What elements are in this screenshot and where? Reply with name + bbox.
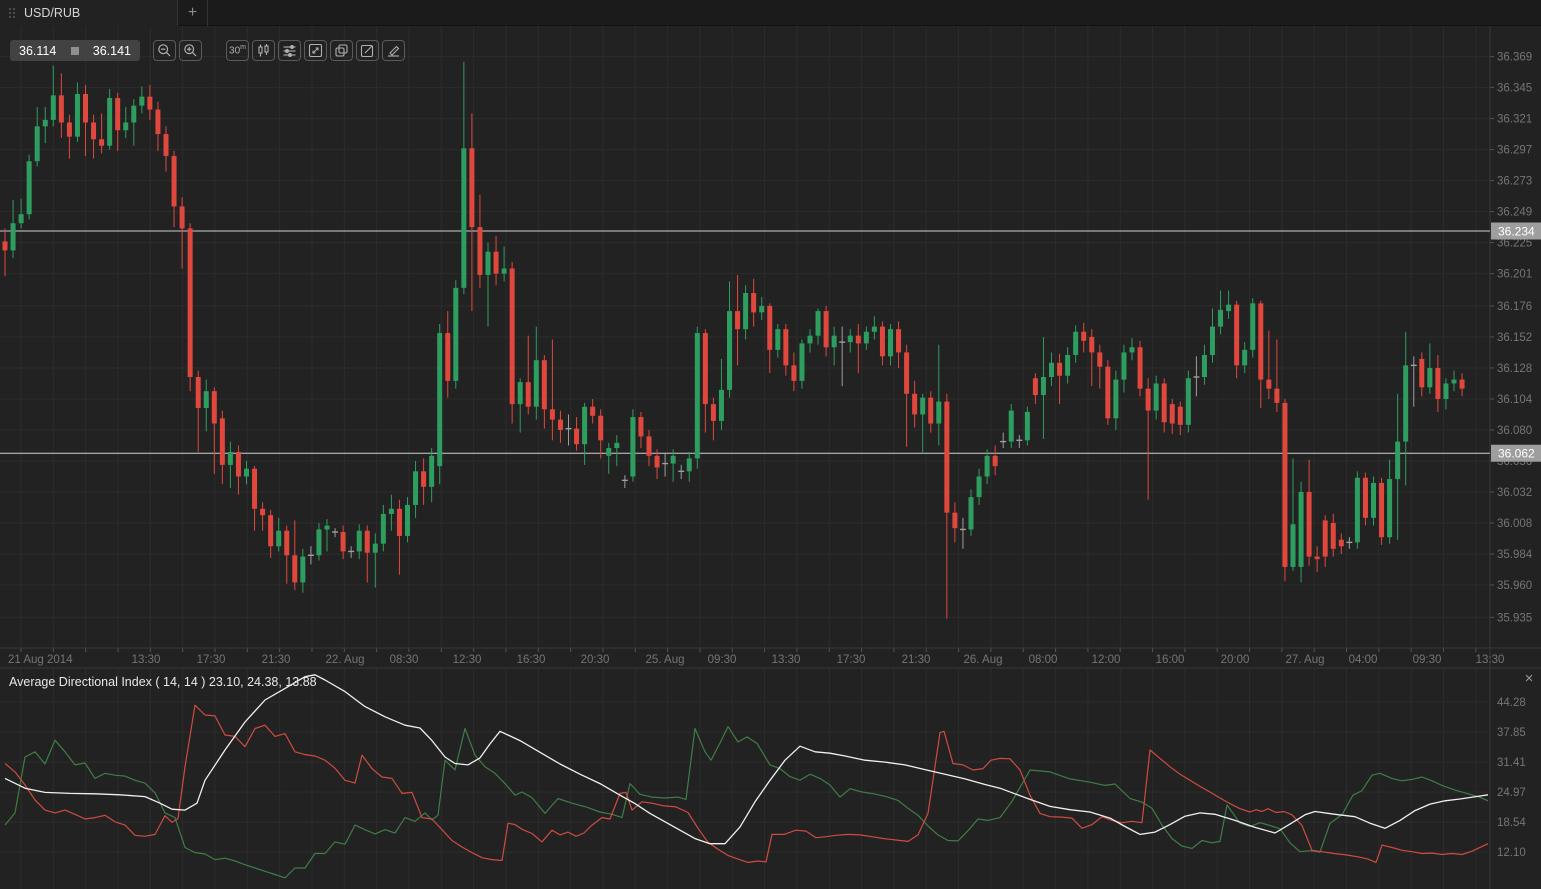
tab-usdrub[interactable]: USD/RUB <box>0 0 178 26</box>
svg-text:36.249: 36.249 <box>1497 207 1532 219</box>
sliders-icon <box>282 43 297 58</box>
indicator-close-button[interactable]: × <box>1524 669 1534 687</box>
indicator-settings-button[interactable] <box>278 40 301 61</box>
svg-text:36.234: 36.234 <box>1498 225 1535 239</box>
quote-box[interactable]: 36.114 36.141 <box>10 40 140 61</box>
svg-text:22. Aug: 22. Aug <box>325 654 364 666</box>
svg-text:31.41: 31.41 <box>1497 757 1526 769</box>
svg-text:36.062: 36.062 <box>1498 447 1535 461</box>
svg-text:04:00: 04:00 <box>1349 654 1378 666</box>
svg-text:21:30: 21:30 <box>902 654 931 666</box>
svg-text:13:30: 13:30 <box>772 654 801 666</box>
svg-text:36.152: 36.152 <box>1497 332 1532 344</box>
svg-text:36.104: 36.104 <box>1497 394 1533 406</box>
svg-text:27. Aug: 27. Aug <box>1285 654 1324 666</box>
zoom-in-icon <box>183 43 198 58</box>
copy-icon <box>334 43 349 58</box>
svg-text:12:30: 12:30 <box>453 654 482 666</box>
svg-text:21 Aug 2014: 21 Aug 2014 <box>8 654 73 666</box>
zoom-out-button[interactable] <box>153 40 176 61</box>
svg-text:35.984: 35.984 <box>1497 549 1533 561</box>
chart-type-button[interactable] <box>252 40 275 61</box>
spread-indicator <box>70 46 79 55</box>
indicator-title: Average Directional Index ( 14, 14 ) 23.… <box>9 675 317 689</box>
edit-button[interactable] <box>356 40 379 61</box>
svg-text:08:00: 08:00 <box>1029 654 1058 666</box>
svg-text:09:30: 09:30 <box>708 654 737 666</box>
svg-text:21:30: 21:30 <box>262 654 291 666</box>
svg-text:20:30: 20:30 <box>581 654 610 666</box>
tab-drag-handle-icon[interactable] <box>8 7 16 19</box>
svg-text:36.201: 36.201 <box>1497 269 1532 281</box>
zoom-in-button[interactable] <box>179 40 202 61</box>
svg-text:36.225: 36.225 <box>1497 238 1532 250</box>
svg-text:35.935: 35.935 <box>1497 612 1532 624</box>
svg-text:36.128: 36.128 <box>1497 363 1532 375</box>
svg-text:36.176: 36.176 <box>1497 301 1532 313</box>
svg-text:36.297: 36.297 <box>1497 145 1532 157</box>
svg-text:12.10: 12.10 <box>1497 847 1526 859</box>
tab-bar: USD/RUB + <box>0 0 1541 26</box>
svg-text:36.080: 36.080 <box>1497 425 1532 437</box>
svg-text:13:30: 13:30 <box>1476 654 1505 666</box>
svg-text:17:30: 17:30 <box>837 654 866 666</box>
svg-text:44.28: 44.28 <box>1497 697 1526 709</box>
svg-text:20:00: 20:00 <box>1221 654 1250 666</box>
zoom-out-icon <box>157 43 172 58</box>
svg-text:36.369: 36.369 <box>1497 52 1532 64</box>
svg-text:26. Aug: 26. Aug <box>963 654 1002 666</box>
svg-text:12:00: 12:00 <box>1092 654 1121 666</box>
edit-icon <box>360 43 375 58</box>
svg-text:35.960: 35.960 <box>1497 580 1532 592</box>
svg-text:08:30: 08:30 <box>390 654 419 666</box>
timeframe-label: 30m <box>229 44 246 57</box>
new-tab-button[interactable]: + <box>178 0 208 26</box>
duplicate-chart-button[interactable] <box>330 40 353 61</box>
svg-text:37.85: 37.85 <box>1497 727 1526 739</box>
svg-text:36.321: 36.321 <box>1497 114 1532 126</box>
svg-text:36.032: 36.032 <box>1497 487 1532 499</box>
bid-price: 36.114 <box>19 43 57 58</box>
svg-text:16:00: 16:00 <box>1156 654 1185 666</box>
fullscreen-button[interactable] <box>304 40 327 61</box>
svg-text:09:30: 09:30 <box>1413 654 1442 666</box>
candlestick-icon <box>256 43 271 58</box>
tab-title: USD/RUB <box>24 6 81 20</box>
svg-text:18.54: 18.54 <box>1497 817 1526 829</box>
svg-text:36.345: 36.345 <box>1497 83 1532 95</box>
svg-text:16:30: 16:30 <box>517 654 546 666</box>
chart-toolbar: 30m <box>153 40 405 61</box>
svg-text:13:30: 13:30 <box>132 654 161 666</box>
svg-text:17:30: 17:30 <box>197 654 226 666</box>
marker-pen-icon <box>386 43 401 58</box>
timeframe-button[interactable]: 30m <box>226 40 249 61</box>
svg-text:25. Aug: 25. Aug <box>645 654 684 666</box>
ask-price: 36.141 <box>92 43 131 58</box>
expand-icon <box>308 43 323 58</box>
svg-text:36.008: 36.008 <box>1497 518 1532 530</box>
svg-text:36.273: 36.273 <box>1497 176 1532 188</box>
draw-button[interactable] <box>382 40 405 61</box>
svg-text:24.97: 24.97 <box>1497 787 1526 799</box>
